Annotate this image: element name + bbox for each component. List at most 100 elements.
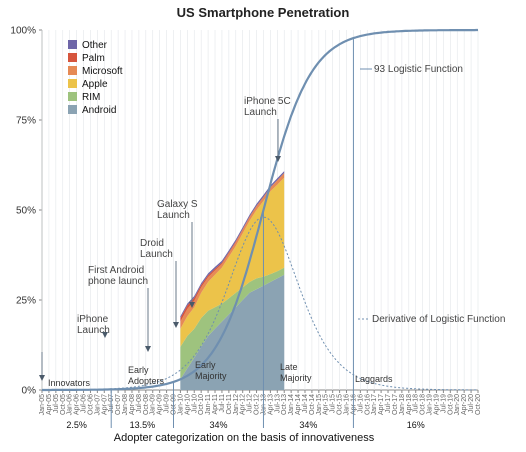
x-tick-label: Jan-09 [150, 394, 157, 416]
x-tick-label: Oct-17 [392, 394, 399, 415]
annotations: iPhone Launch First Android phone launch Dro… [39, 96, 291, 381]
x-tick-label: Oct-05 [60, 394, 67, 415]
x-tick-label: Jul-15 [330, 394, 337, 413]
x-tick-label: Jul-16 [357, 394, 364, 413]
x-tick-label: Apr-08 [129, 394, 136, 415]
y-tick-label: 25% [16, 296, 36, 307]
area-palm [180, 172, 285, 322]
x-tick-label: Apr-20 [461, 394, 468, 415]
x-tick-label: Oct-20 [475, 394, 482, 415]
logistic-label: 93 Logistic Function [374, 64, 463, 75]
legend-swatch-apple [68, 79, 77, 88]
x-tick-label: Oct-10 [198, 394, 205, 415]
x-tick-label: Oct-06 [87, 394, 94, 415]
annotation-text: iPhone Launch [77, 314, 110, 336]
x-tick-label: Jul-14 [302, 394, 309, 413]
category-share: 13.5% [130, 420, 156, 430]
annotation-text: Droid Launch [140, 238, 173, 260]
x-tick-label: Jul-13 [274, 394, 281, 413]
logistic-curves: 93 Logistic Function Derivative of Logist… [42, 28, 505, 392]
adopter-categories: Innovators 2.5% Early Adopters 13.5% Early Maj… [48, 38, 425, 430]
legend-label-microsoft: Microsoft [82, 66, 123, 77]
y-tick-label: 0% [22, 386, 37, 397]
x-tick-label: Jan-14 [288, 394, 295, 416]
x-tick-label: Jan-07 [94, 394, 101, 416]
category-share: 34% [299, 420, 317, 430]
legend-swatch-microsoft [68, 66, 77, 75]
x-tick-label: Jul-08 [136, 394, 143, 413]
legend-swatch-android [68, 105, 77, 114]
x-tick-label: Oct-16 [364, 394, 371, 415]
annotation-text: First Android phone launch [88, 265, 148, 287]
legend-swatch-rim [68, 92, 77, 101]
y-tick-label: 100% [10, 26, 36, 37]
x-tick-label: Jul-10 [191, 394, 198, 413]
x-tick-label: Oct-14 [309, 394, 316, 415]
x-tick-label: Jul-09 [164, 394, 171, 413]
x-tick-label: Jan-17 [371, 394, 378, 416]
x-tick-label: Oct-13 [281, 394, 288, 415]
annotation-arrowhead [189, 302, 195, 308]
logistic-curve [42, 28, 478, 392]
x-tick-label: Jul-19 [440, 394, 447, 413]
x-tick-label: Jan-16 [344, 394, 351, 416]
x-tick-label: Jan-11 [205, 394, 212, 415]
axes: 0%25%50%75%100%Jan-05 Apr-05 Jul-05 Oct-05 J… [10, 26, 482, 416]
category-name: Early Adopters [128, 365, 165, 386]
x-tick-label: Apr-07 [101, 394, 108, 415]
legend-label-other: Other [82, 40, 108, 51]
annotation-arrowhead [275, 156, 281, 162]
category-share: 16% [407, 420, 425, 430]
x-tick-label: Oct-08 [143, 394, 150, 415]
x-tick-label: Jul-06 [81, 394, 88, 413]
x-tick-label: Jul-17 [385, 394, 392, 413]
x-tick-label: Jul-11 [219, 394, 226, 413]
x-tick-label: Oct-12 [254, 394, 261, 415]
x-tick-label: Apr-14 [295, 394, 302, 415]
annotation-arrowhead [145, 346, 151, 352]
x-tick-label: Apr-12 [240, 394, 247, 415]
legend-label-android: Android [82, 105, 116, 116]
category-share: 34% [209, 420, 227, 430]
x-tick-label: Oct-19 [447, 394, 454, 415]
chart-title: US Smartphone Penetration [177, 5, 350, 20]
x-tick-label: Apr-09 [157, 394, 164, 415]
x-tick-label: Apr-06 [74, 394, 81, 415]
area-microsoft [180, 173, 285, 329]
category-share: 2.5% [66, 420, 87, 430]
x-tick-label: Jul-18 [413, 394, 420, 413]
x-tick-label: Apr-17 [378, 394, 385, 415]
x-tick-label: Apr-13 [267, 394, 274, 415]
x-tick-label: Apr-18 [406, 394, 413, 415]
category-name: Late Majority [280, 362, 312, 383]
origin-marker-arrowhead [39, 375, 45, 381]
y-tick-label: 75% [16, 116, 36, 127]
legend-label-rim: RIM [82, 92, 100, 103]
derivative-label: Derivative of Logistic Function [372, 314, 505, 325]
x-tick-label: Apr-10 [184, 394, 191, 415]
category-name: Innovators [48, 378, 91, 388]
x-tick-label: Apr-19 [433, 394, 440, 415]
x-tick-label: Oct-18 [420, 394, 427, 415]
x-tick-label: Jan-19 [427, 394, 434, 416]
x-tick-label: Jan-10 [177, 394, 184, 416]
annotation-arrowhead [173, 322, 179, 328]
x-tick-label: Apr-11 [212, 394, 219, 415]
x-tick-label: Jan-05 [39, 394, 46, 416]
y-tick-label: 50% [16, 206, 36, 217]
legend-swatch-palm [68, 53, 77, 62]
x-tick-label: Jul-20 [468, 394, 475, 413]
x-tick-label: Jan-18 [399, 394, 406, 416]
x-tick-label: Apr-05 [46, 394, 53, 415]
x-tick-label: Oct-07 [115, 394, 122, 415]
x-tick-label: Jan-15 [316, 394, 323, 416]
legend: Other Palm Microsoft Apple RIM Android [68, 40, 123, 116]
x-axis-label: Adopter categorization on the basis of i… [114, 432, 375, 444]
annotation-text: Galaxy S Launch [157, 199, 198, 221]
legend-swatch-other [68, 40, 77, 49]
x-tick-label: Jan-08 [122, 394, 129, 416]
legend-label-palm: Palm [82, 53, 105, 64]
area-rim [180, 267, 285, 380]
annotation-arrowhead [102, 332, 108, 338]
